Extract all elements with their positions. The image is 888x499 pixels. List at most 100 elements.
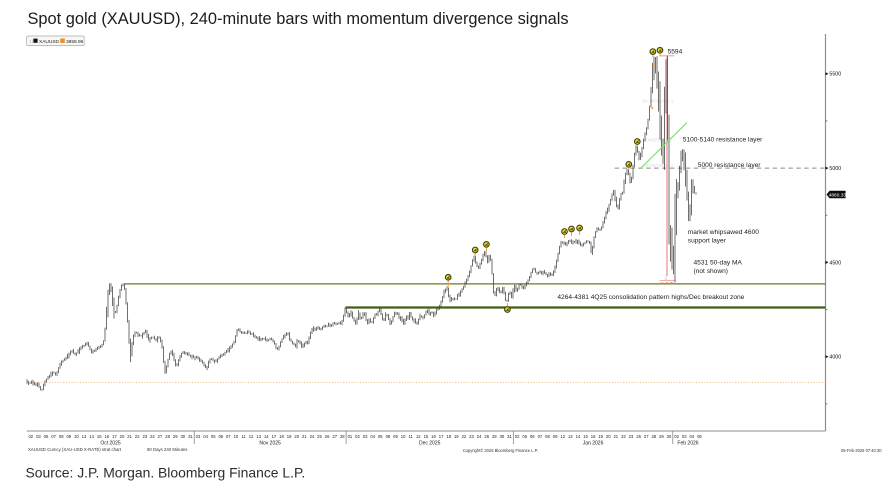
svg-text:3858.96: 3858.96 bbox=[66, 39, 84, 45]
svg-text:31: 31 bbox=[188, 434, 193, 439]
svg-text:25: 25 bbox=[317, 434, 322, 439]
svg-text:23: 23 bbox=[142, 434, 147, 439]
svg-text:21: 21 bbox=[613, 434, 618, 439]
svg-text:19: 19 bbox=[598, 434, 603, 439]
svg-text:5100-5140 resistance layer: 5100-5140 resistance layer bbox=[683, 137, 763, 144]
svg-text:30: 30 bbox=[500, 434, 505, 439]
svg-text:(B)06/1999=.1: (B)06/1999=.1 bbox=[644, 163, 674, 168]
svg-text:4500: 4500 bbox=[829, 260, 841, 266]
svg-text:27: 27 bbox=[158, 434, 163, 439]
svg-text:28: 28 bbox=[651, 434, 656, 439]
svg-text:24: 24 bbox=[477, 434, 482, 439]
svg-text:08: 08 bbox=[59, 434, 64, 439]
svg-text:11: 11 bbox=[241, 434, 246, 439]
svg-text:13: 13 bbox=[82, 434, 87, 439]
svg-text:05: 05 bbox=[378, 434, 383, 439]
svg-text:19: 19 bbox=[287, 434, 292, 439]
svg-text:14: 14 bbox=[89, 434, 94, 439]
svg-text:07: 07 bbox=[226, 434, 231, 439]
svg-text:4264-4381 4Q25 consolidation p: 4264-4381 4Q25 consolidation pattern hig… bbox=[557, 294, 744, 301]
svg-text:02: 02 bbox=[28, 434, 33, 439]
svg-text:10: 10 bbox=[74, 434, 79, 439]
svg-text:30: 30 bbox=[180, 434, 185, 439]
svg-text:Source: J.P. Morgan. Bloomberg: Source: J.P. Morgan. Bloomberg Finance L… bbox=[26, 465, 306, 481]
svg-text:27: 27 bbox=[332, 434, 337, 439]
svg-text:27: 27 bbox=[644, 434, 649, 439]
svg-text:05: 05 bbox=[697, 434, 702, 439]
svg-text:05: 05 bbox=[522, 434, 527, 439]
svg-text:5000 resistance layer: 5000 resistance layer bbox=[698, 162, 761, 169]
svg-text:28: 28 bbox=[165, 434, 170, 439]
svg-text:10: 10 bbox=[234, 434, 239, 439]
svg-text:14: 14 bbox=[264, 434, 269, 439]
svg-text:08: 08 bbox=[545, 434, 550, 439]
svg-text:5594: 5594 bbox=[668, 48, 683, 55]
svg-text:10: 10 bbox=[401, 434, 406, 439]
svg-text:18: 18 bbox=[279, 434, 284, 439]
svg-text:15: 15 bbox=[424, 434, 429, 439]
svg-text:02: 02 bbox=[355, 434, 360, 439]
svg-text:4531 50-day MA: 4531 50-day MA bbox=[694, 260, 743, 267]
svg-text:03: 03 bbox=[363, 434, 368, 439]
svg-text:XAUUSD Curncy (XAU-USD X-RATE): XAUUSD Curncy (XAU-USD X-RATE) strat cha… bbox=[28, 447, 122, 452]
svg-text:26: 26 bbox=[325, 434, 330, 439]
svg-text:29: 29 bbox=[492, 434, 497, 439]
svg-text:03: 03 bbox=[196, 434, 201, 439]
svg-text:21: 21 bbox=[302, 434, 307, 439]
svg-text:12: 12 bbox=[560, 434, 565, 439]
svg-text:2: 2 bbox=[665, 276, 668, 281]
svg-text:15: 15 bbox=[583, 434, 588, 439]
svg-text:26: 26 bbox=[636, 434, 641, 439]
svg-text:Feb 2026: Feb 2026 bbox=[677, 441, 698, 447]
svg-text:XAUUSD: XAUUSD bbox=[39, 39, 60, 45]
svg-text:09: 09 bbox=[553, 434, 558, 439]
svg-text:(B)N031223.1: (B)N031223.1 bbox=[643, 138, 672, 143]
svg-text:06: 06 bbox=[44, 434, 49, 439]
svg-text:06: 06 bbox=[218, 434, 223, 439]
svg-text:14: 14 bbox=[576, 434, 581, 439]
svg-text:market whipsawed 4600: market whipsawed 4600 bbox=[688, 229, 759, 236]
svg-text:12: 12 bbox=[416, 434, 421, 439]
svg-text:29: 29 bbox=[173, 434, 178, 439]
svg-text:Nov 2025: Nov 2025 bbox=[259, 441, 281, 447]
svg-text:03: 03 bbox=[682, 434, 687, 439]
svg-text:Dec 2025: Dec 2025 bbox=[419, 441, 441, 447]
svg-text:08: 08 bbox=[386, 434, 391, 439]
svg-text:13: 13 bbox=[568, 434, 573, 439]
svg-text:Copyright© 2026 Bloomberg Fina: Copyright© 2026 Bloomberg Finance L.P. bbox=[463, 448, 538, 453]
svg-text:24: 24 bbox=[150, 434, 155, 439]
svg-text:20: 20 bbox=[120, 434, 125, 439]
svg-text:04: 04 bbox=[370, 434, 375, 439]
svg-text:09: 09 bbox=[393, 434, 398, 439]
svg-text:02: 02 bbox=[515, 434, 520, 439]
svg-text:(not shown): (not shown) bbox=[694, 268, 728, 275]
svg-text:22: 22 bbox=[135, 434, 140, 439]
svg-text:09: 09 bbox=[66, 434, 71, 439]
svg-text:26: 26 bbox=[484, 434, 489, 439]
svg-text:16: 16 bbox=[591, 434, 596, 439]
svg-text:29: 29 bbox=[659, 434, 664, 439]
svg-text:4860.33: 4860.33 bbox=[829, 193, 847, 199]
svg-text:Spot gold (XAUUSD), 240-minute: Spot gold (XAUUSD), 240-minute bars with… bbox=[28, 10, 569, 28]
svg-text:20: 20 bbox=[606, 434, 611, 439]
svg-text:16: 16 bbox=[104, 434, 109, 439]
svg-text:17: 17 bbox=[439, 434, 444, 439]
svg-text:22: 22 bbox=[462, 434, 467, 439]
svg-text:30: 30 bbox=[667, 434, 672, 439]
svg-text:23: 23 bbox=[629, 434, 634, 439]
svg-text:03: 03 bbox=[36, 434, 41, 439]
svg-text:04: 04 bbox=[689, 434, 694, 439]
svg-text:11: 11 bbox=[409, 434, 414, 439]
svg-text:24: 24 bbox=[310, 434, 315, 439]
svg-text:20: 20 bbox=[294, 434, 299, 439]
svg-text:Oct 2025: Oct 2025 bbox=[100, 441, 121, 447]
svg-text:04-JN031223.1: 04-JN031223.1 bbox=[642, 99, 674, 104]
svg-text:07: 07 bbox=[538, 434, 543, 439]
svg-text:23: 23 bbox=[469, 434, 474, 439]
svg-text:15: 15 bbox=[97, 434, 102, 439]
svg-text:04: 04 bbox=[203, 434, 208, 439]
svg-text:28: 28 bbox=[340, 434, 345, 439]
svg-text:19: 19 bbox=[454, 434, 459, 439]
svg-text:12: 12 bbox=[249, 434, 254, 439]
svg-text:17: 17 bbox=[112, 434, 117, 439]
